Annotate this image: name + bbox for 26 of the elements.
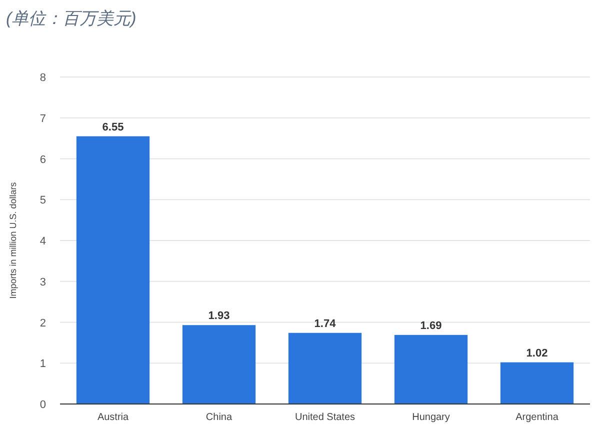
data-label: 6.55 xyxy=(102,121,124,134)
y-axis-title: Imports in million U.S. dollars xyxy=(8,182,18,299)
y-tick-label: 0 xyxy=(40,399,46,411)
x-tick-label: United States xyxy=(294,412,356,423)
bar xyxy=(182,325,256,404)
y-tick-label: 5 xyxy=(40,194,46,207)
y-tick-label: 3 xyxy=(40,276,46,288)
x-tick-label: China xyxy=(206,412,232,423)
x-tick-label: Argentina xyxy=(516,412,559,423)
data-label: 1.93 xyxy=(208,310,230,322)
y-tick-label: 1 xyxy=(40,358,46,370)
bar xyxy=(76,136,150,404)
y-tick-label: 4 xyxy=(40,236,46,248)
x-tick-label: Hungary xyxy=(412,412,450,423)
data-label: 1.69 xyxy=(420,320,442,332)
chart-title: (单位：百万美元) xyxy=(6,9,136,28)
data-label: 1.02 xyxy=(526,347,548,360)
y-tick-label: 8 xyxy=(40,72,46,84)
y-tick-label: 7 xyxy=(40,112,46,125)
bar xyxy=(500,362,574,404)
y-tick-label: 6 xyxy=(40,154,46,166)
y-tick-label: 2 xyxy=(40,317,46,330)
data-label: 1.74 xyxy=(314,318,337,330)
x-tick-label: Austria xyxy=(97,412,129,423)
bar xyxy=(394,334,468,404)
bar xyxy=(288,332,362,404)
